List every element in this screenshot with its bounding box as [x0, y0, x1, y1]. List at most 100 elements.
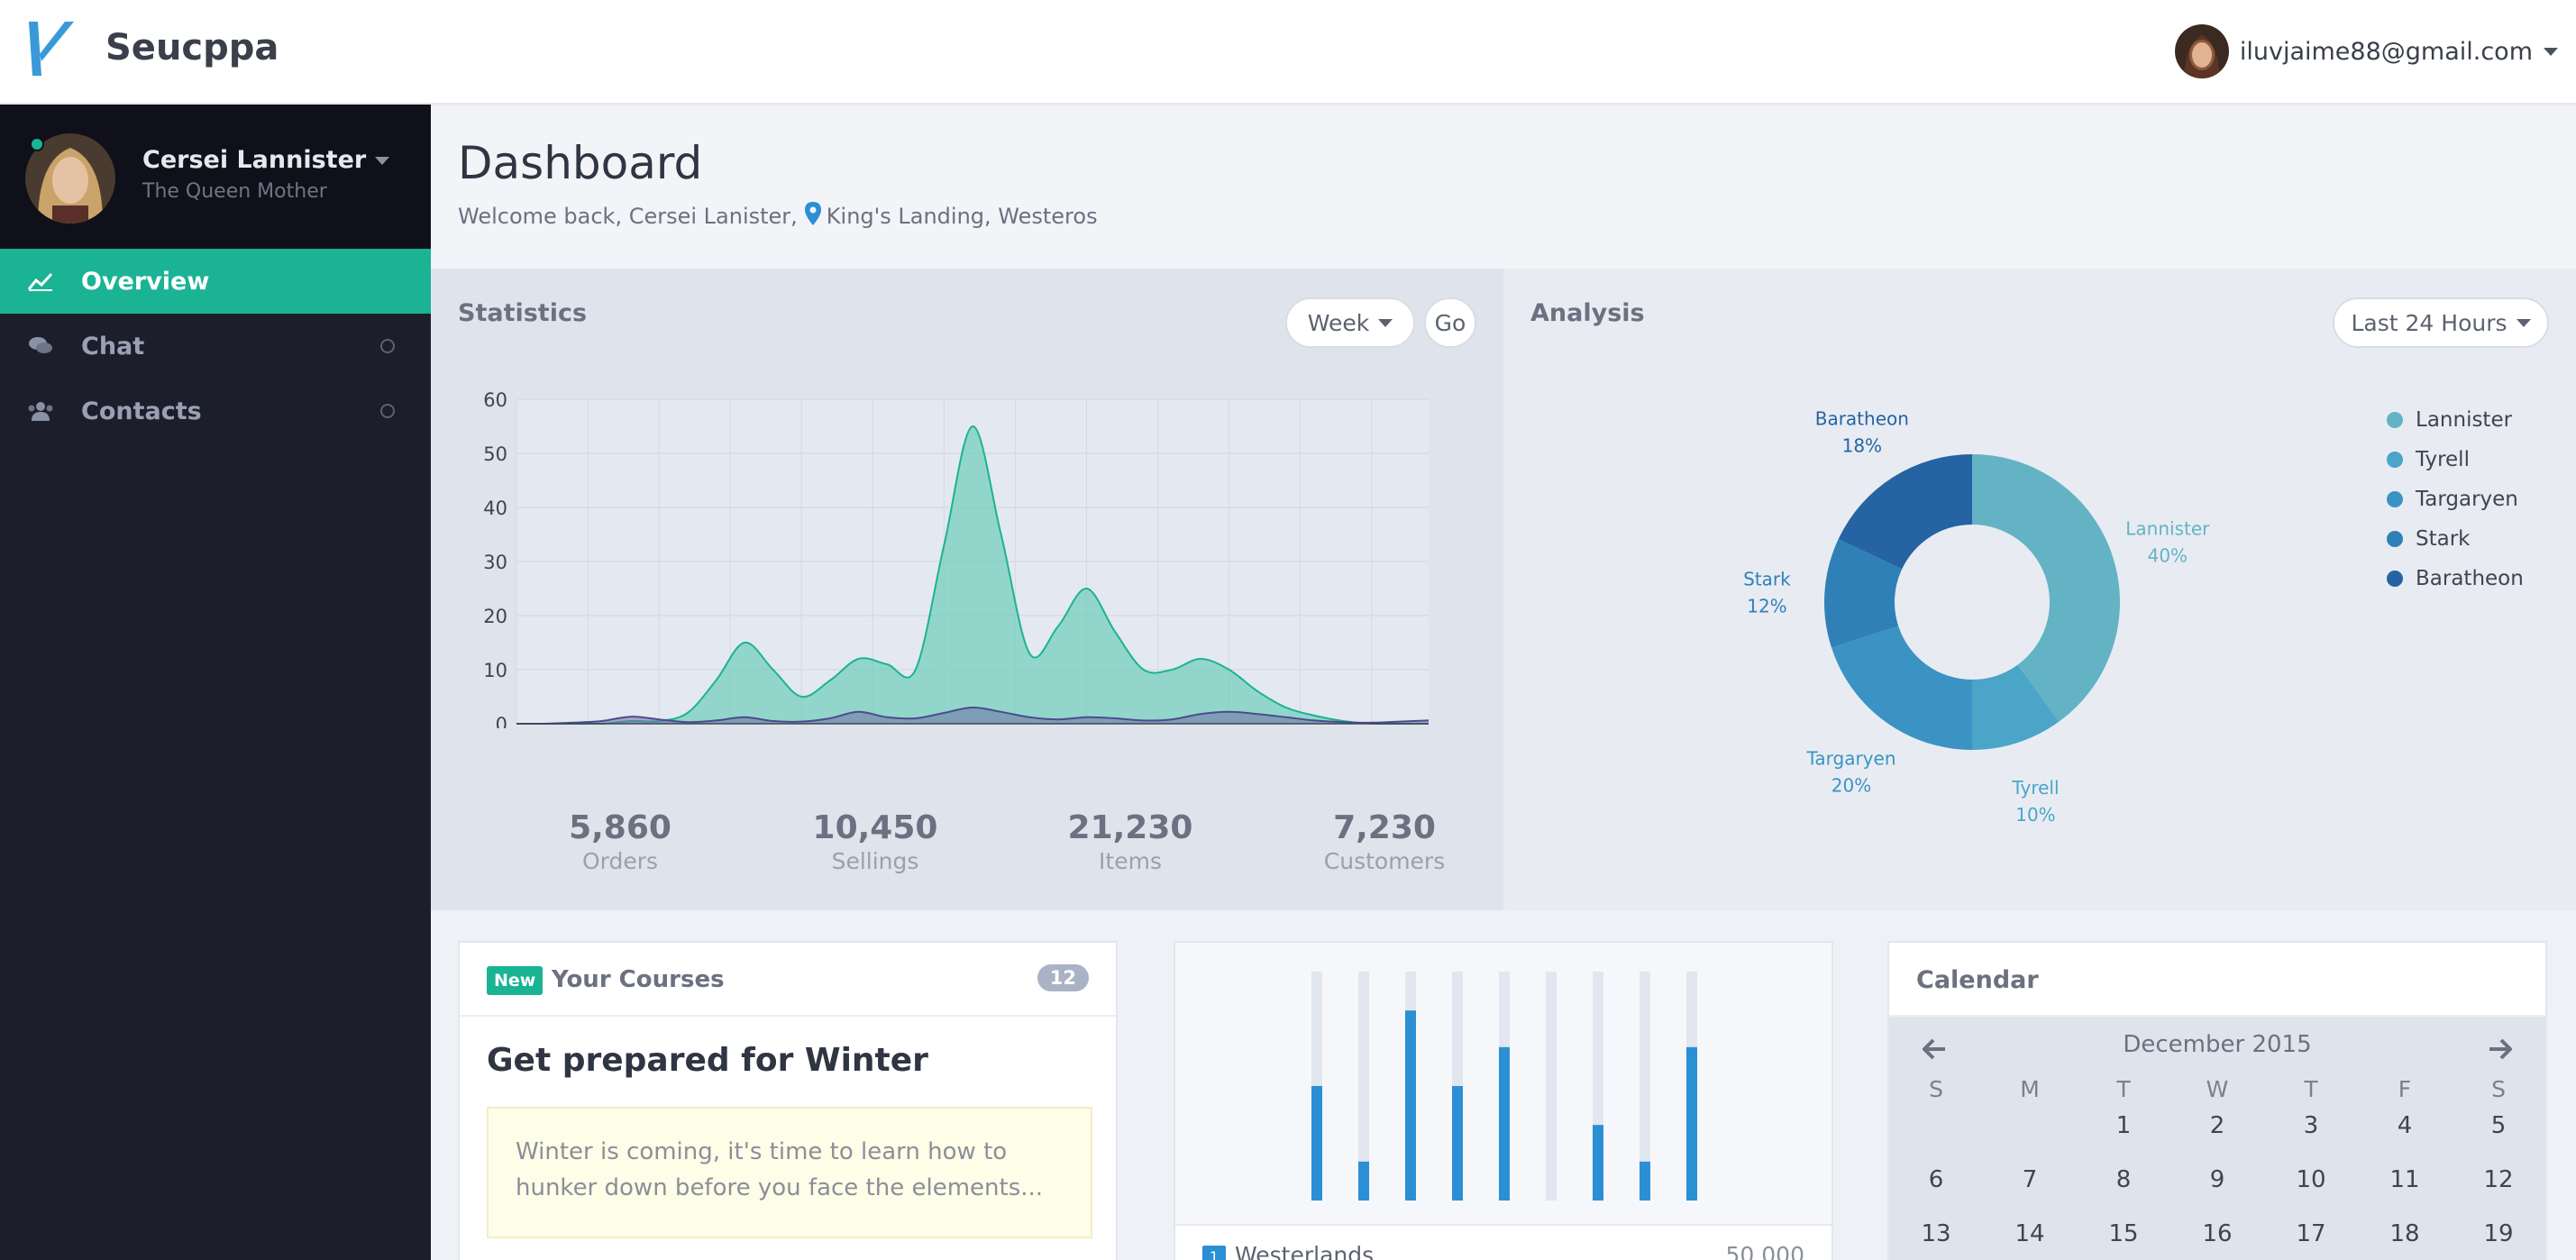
user-menu[interactable]: iluvjaime88@gmail.com — [2174, 23, 2558, 79]
legend-item[interactable]: Stark — [2387, 519, 2524, 559]
period-dropdown-label: Week — [1307, 309, 1370, 336]
course-note: Winter is coming, it's time to learn how… — [487, 1107, 1092, 1238]
arrow-right-icon[interactable] — [2482, 1031, 2518, 1067]
sidebar-item-contacts[interactable]: Contacts — [0, 379, 431, 443]
bar-track — [1358, 972, 1369, 1201]
legend-label: Tyrell — [2416, 448, 2470, 471]
calendar-day[interactable]: 16 — [2202, 1220, 2233, 1247]
legend-swatch — [2387, 452, 2403, 468]
profile-avatar[interactable] — [25, 133, 115, 224]
courses-header: New Your Courses 12 — [460, 943, 1116, 1017]
slice-label: Lannister — [2125, 518, 2210, 540]
sidebar-item-overview[interactable]: Overview — [0, 249, 431, 314]
calendar-day[interactable]: 11 — [2389, 1166, 2420, 1193]
weekday-label: F — [2398, 1076, 2412, 1102]
calendar-title: Calendar — [1916, 966, 2039, 994]
map-pin-icon — [804, 202, 821, 231]
calendar-grid: S M T W T F S 1 2 3 4 5 6 7 8 9 10 11 12 13 14 15 16 17 18 19 — [1889, 1076, 2545, 1260]
range-dropdown[interactable]: Last 24 Hours — [2333, 297, 2549, 348]
bottom-row: New Your Courses 12 Get prepared for Win… — [431, 910, 2576, 1260]
brand-logo-icon[interactable] — [29, 22, 74, 76]
statistics-panel: Statistics Week Go 01020304050600.02.55.… — [431, 269, 1503, 910]
total-label: Items — [1099, 848, 1162, 874]
line-chart-icon — [25, 268, 56, 295]
total-label: Orders — [581, 848, 659, 874]
slice-percent: 20% — [1832, 774, 1871, 796]
total-value: 10,450 — [812, 809, 938, 846]
analysis-title: Analysis — [1530, 299, 1645, 327]
calendar-day[interactable]: 15 — [2108, 1220, 2139, 1247]
page-header: Dashboard Welcome back, Cersei Lanister,… — [431, 106, 2576, 269]
calendar-day[interactable]: 9 — [2209, 1166, 2225, 1193]
weekday-label: M — [2020, 1076, 2040, 1102]
slice-percent: 10% — [2015, 804, 2055, 826]
total-value: 7,230 — [1333, 809, 1436, 846]
slice-label: Tyrell — [2011, 777, 2059, 799]
total-orders: 5,860 Orders — [512, 809, 728, 874]
bar-track — [1546, 972, 1557, 1201]
mini-bar-chart — [1311, 972, 1697, 1201]
sidebar: Cersei Lannister The Queen Mother Overvi… — [0, 105, 431, 1260]
go-button-label: Go — [1434, 309, 1466, 336]
courses-count-badge: 12 — [1037, 964, 1089, 991]
calendar-day[interactable]: 2 — [2209, 1112, 2225, 1139]
donut-slice-tyrell — [1972, 664, 2060, 750]
bar — [1311, 1086, 1322, 1201]
course-heading[interactable]: Get prepared for Winter — [487, 1042, 928, 1079]
calendar-day[interactable]: 14 — [2014, 1220, 2045, 1247]
donut-slice-baratheon — [1838, 454, 1972, 570]
legend-item[interactable]: Baratheon — [2387, 559, 2524, 598]
top-bar: Seucppa iluvjaime88@gmail.com — [0, 0, 2576, 105]
bar — [1499, 1046, 1510, 1201]
user-avatar[interactable] — [2174, 24, 2229, 78]
calendar-day[interactable]: 4 — [2397, 1112, 2413, 1139]
legend-item[interactable]: Tyrell — [2387, 440, 2524, 479]
statistics-totals: 5,860 Orders 10,450 Sellings 21,230 Item… — [431, 809, 1503, 890]
bar — [1593, 1125, 1603, 1201]
sidebar-item-chat[interactable]: Chat — [0, 314, 431, 379]
legend-label: Stark — [2416, 527, 2471, 551]
legend-item[interactable]: Targaryen — [2387, 479, 2524, 519]
user-email[interactable]: iluvjaime88@gmail.com — [2239, 37, 2533, 66]
calendar-day[interactable]: 1 — [2115, 1112, 2132, 1139]
go-button[interactable]: Go — [1424, 297, 1476, 348]
donut-legend: Lannister Tyrell Targaryen Stark Baratheon — [2387, 400, 2524, 598]
bar — [1452, 1086, 1463, 1201]
y-tick-label: 10 — [483, 660, 507, 681]
calendar-week-row: 6 7 8 9 10 11 12 — [1889, 1166, 2545, 1220]
chevron-down-icon[interactable] — [2544, 47, 2558, 56]
slice-percent: 18% — [1842, 434, 1882, 456]
legend-item[interactable]: Lannister — [2387, 400, 2524, 440]
weekday-label: T — [2304, 1076, 2318, 1102]
series-line-1 — [516, 425, 1429, 725]
profile-name-text[interactable]: Cersei Lannister — [142, 146, 367, 174]
statistics-chart: 01020304050600.02.55.07.510.012.515.0 — [431, 368, 1503, 757]
period-dropdown[interactable]: Week — [1285, 297, 1415, 348]
calendar-day[interactable]: 13 — [1921, 1220, 1951, 1247]
calendar-day[interactable]: 18 — [2389, 1220, 2420, 1247]
slice-label: Stark — [1743, 569, 1791, 590]
new-badge: New — [487, 966, 544, 995]
courses-title[interactable]: Your Courses — [552, 966, 725, 993]
calendar-day[interactable]: 10 — [2296, 1166, 2326, 1193]
chevron-down-icon[interactable] — [375, 157, 390, 165]
calendar-day[interactable]: 19 — [2483, 1220, 2514, 1247]
calendar-day[interactable]: 8 — [2115, 1166, 2132, 1193]
analysis-panel: Analysis Last 24 Hours Lannister 40% Tyrel… — [1503, 269, 2576, 910]
donut-slice-stark — [1824, 539, 1903, 648]
calendar-day[interactable]: 7 — [2022, 1166, 2038, 1193]
y-tick-label: 60 — [483, 389, 507, 411]
calendar-day[interactable]: 12 — [2483, 1166, 2514, 1193]
calendar-day[interactable]: 17 — [2296, 1220, 2326, 1247]
y-tick-label: 0 — [496, 714, 507, 728]
profile-name[interactable]: Cersei Lannister — [142, 146, 390, 174]
calendar-day[interactable]: 6 — [1928, 1166, 1944, 1193]
brand-name[interactable]: Seucppa — [105, 27, 279, 68]
location-text[interactable]: King's Landing, Westeros — [826, 204, 1098, 229]
calendar-day[interactable]: 3 — [2303, 1112, 2319, 1139]
calendar-day[interactable]: 5 — [2490, 1112, 2507, 1139]
weekday-label: W — [2206, 1076, 2229, 1102]
sidebar-item-label: Chat — [81, 332, 145, 361]
arrow-left-icon[interactable] — [1916, 1031, 1952, 1067]
welcome-line: Welcome back, Cersei Lanister, King's La… — [458, 202, 1098, 231]
